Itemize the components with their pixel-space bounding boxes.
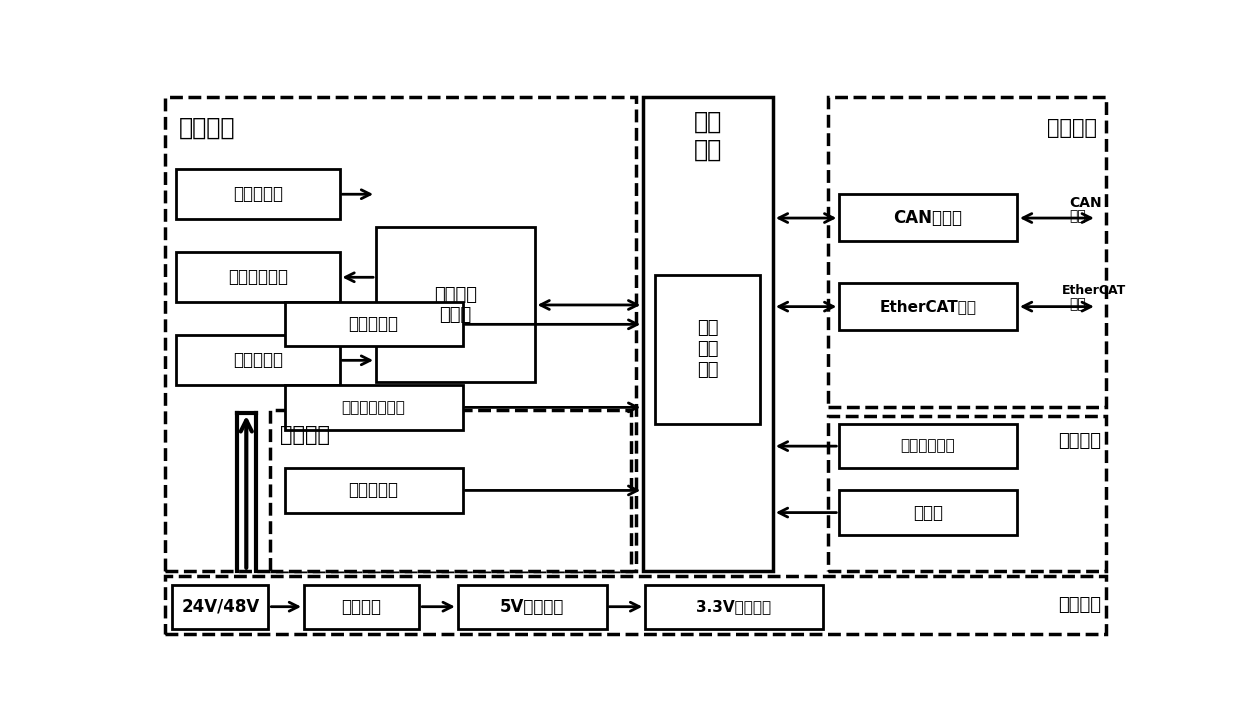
Text: 通讯模块: 通讯模块 [1047, 118, 1096, 138]
Text: EtherCAT从站: EtherCAT从站 [879, 299, 977, 314]
Bar [176, 252, 340, 302]
Text: 核心
控制
芯片: 核心 控制 芯片 [697, 319, 718, 379]
Text: 辅助模块: 辅助模块 [1059, 431, 1101, 449]
Bar [458, 585, 606, 629]
Bar [828, 416, 1106, 571]
Text: 3.3V降压稳压: 3.3V降压稳压 [697, 599, 771, 614]
Text: 总线: 总线 [1069, 209, 1086, 224]
Text: 传感模块: 传感模块 [280, 425, 330, 445]
Bar [839, 194, 1017, 242]
Text: 陀螺仪加速度计: 陀螺仪加速度计 [342, 400, 405, 415]
Bar [165, 97, 635, 571]
Text: 供电模块: 供电模块 [1059, 596, 1101, 614]
Bar [270, 410, 631, 571]
Text: 驱动模块: 驱动模块 [179, 116, 236, 139]
Text: 零位传感器: 零位传感器 [348, 482, 398, 500]
Text: 保护电路: 保护电路 [341, 597, 382, 615]
Bar [172, 585, 268, 629]
Text: CAN收发器: CAN收发器 [894, 209, 962, 226]
Bar [165, 576, 1106, 634]
Bar [839, 490, 1017, 535]
Bar [285, 385, 463, 429]
Text: 总线: 总线 [1069, 297, 1086, 311]
Bar [304, 585, 419, 629]
Text: 温度传感器: 温度传感器 [348, 316, 398, 334]
Text: EtherCAT: EtherCAT [1063, 283, 1126, 296]
Text: 24V/48V: 24V/48V [181, 597, 259, 615]
Bar [839, 283, 1017, 330]
Bar [285, 302, 463, 347]
Text: 相对编码器: 相对编码器 [233, 352, 283, 370]
Text: 霏尔编码器: 霏尔编码器 [233, 186, 283, 203]
Bar [828, 97, 1106, 408]
Text: 直流无刷
驱动器: 直流无刷 驱动器 [434, 285, 477, 324]
Bar [839, 424, 1017, 468]
Text: 控制
模块: 控制 模块 [694, 110, 722, 162]
Text: 指示灯: 指示灯 [913, 503, 944, 521]
Bar [645, 585, 823, 629]
Text: 5V降压稳压: 5V降压稳压 [500, 597, 564, 615]
Text: CAN: CAN [1069, 196, 1101, 209]
Text: 直流无刷电机: 直流无刷电机 [228, 268, 288, 286]
Bar [285, 468, 463, 513]
Bar [176, 335, 340, 385]
Bar [376, 227, 534, 383]
Bar [644, 97, 773, 571]
Bar [176, 170, 340, 219]
Text: 下载调试接口: 下载调试接口 [900, 439, 956, 454]
Bar [655, 275, 760, 424]
